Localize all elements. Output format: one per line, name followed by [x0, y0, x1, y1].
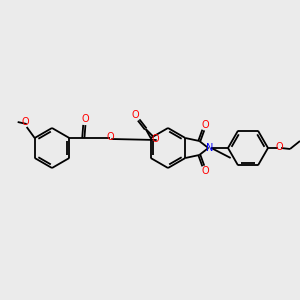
Text: O: O: [202, 166, 209, 176]
Text: O: O: [106, 132, 114, 142]
Text: O: O: [22, 117, 29, 127]
Text: O: O: [202, 120, 209, 130]
Text: O: O: [152, 134, 160, 144]
Text: O: O: [275, 142, 283, 152]
Text: O: O: [82, 114, 89, 124]
Text: O: O: [132, 110, 140, 120]
Text: N: N: [206, 143, 213, 153]
